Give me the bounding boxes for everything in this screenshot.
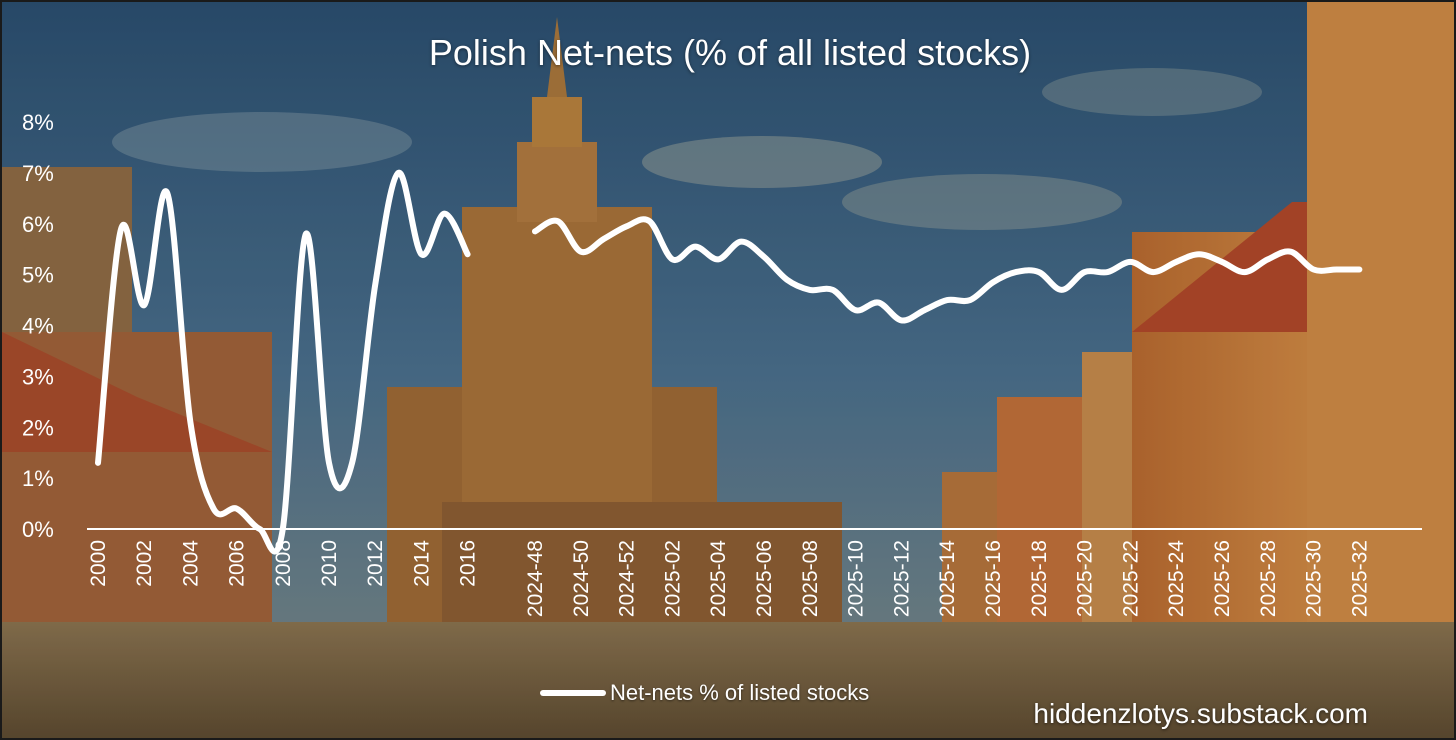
y-tick-label: 8% bbox=[22, 110, 54, 135]
x-tick-label: 2025-12 bbox=[890, 540, 913, 617]
x-tick-label: 2025-14 bbox=[936, 540, 959, 617]
series-line-weekly bbox=[532, 216, 1363, 324]
y-tick-label: 3% bbox=[22, 364, 54, 389]
x-tick-label: 2024-50 bbox=[570, 540, 593, 617]
x-tick-label: 2008 bbox=[272, 540, 295, 587]
x-tick-label: 2025-16 bbox=[982, 540, 1005, 617]
x-tick-label: 2025-18 bbox=[1028, 540, 1051, 617]
x-tick-label: 2024-52 bbox=[616, 540, 639, 617]
y-tick-label: 7% bbox=[22, 161, 54, 186]
chart-title: Polish Net-nets (% of all listed stocks) bbox=[428, 32, 1032, 73]
x-tick-label: 2002 bbox=[133, 540, 156, 587]
y-tick-label: 4% bbox=[22, 314, 54, 339]
x-tick-label: 2025-22 bbox=[1119, 540, 1142, 617]
x-tick-label: 2024-48 bbox=[524, 540, 547, 617]
x-tick-label: 2025-20 bbox=[1074, 540, 1097, 617]
y-tick-label: 1% bbox=[22, 466, 54, 491]
x-axis-ticks: 2000 2002 2004 2006 2008 2010 2012 2014 2016 2024… bbox=[87, 540, 1371, 617]
x-tick-label: 2025-04 bbox=[707, 540, 730, 617]
x-tick-label: 2025-06 bbox=[753, 540, 776, 617]
x-tick-label: 2006 bbox=[226, 540, 249, 587]
legend-label: Net-nets % of listed stocks bbox=[610, 680, 870, 705]
y-tick-label: 0% bbox=[22, 517, 54, 542]
x-tick-label: 2012 bbox=[364, 540, 387, 587]
x-tick-label: 2025-28 bbox=[1257, 540, 1280, 617]
y-tick-label: 2% bbox=[22, 415, 54, 440]
x-tick-label: 2016 bbox=[457, 540, 480, 587]
x-tick-label: 2004 bbox=[179, 540, 202, 587]
x-tick-label: 2010 bbox=[318, 540, 341, 587]
net-nets-series bbox=[95, 169, 1363, 555]
x-tick-label: 2025-30 bbox=[1303, 540, 1326, 617]
x-tick-label: 2025-24 bbox=[1165, 540, 1188, 617]
x-tick-label: 2025-26 bbox=[1211, 540, 1234, 617]
y-axis-ticks: 0% 1% 2% 3% 4% 5% 6% 7% 8% bbox=[22, 110, 54, 542]
y-tick-label: 6% bbox=[22, 212, 54, 237]
y-tick-label: 5% bbox=[22, 263, 54, 288]
x-tick-label: 2025-08 bbox=[799, 540, 822, 617]
series-line-annual bbox=[95, 169, 471, 555]
x-tick-label: 2025-10 bbox=[845, 540, 868, 617]
legend-line-swatch bbox=[540, 690, 606, 696]
legend: Net-nets % of listed stocks bbox=[540, 680, 869, 706]
x-tick-label: 2014 bbox=[410, 540, 433, 587]
x-tick-label: 2000 bbox=[87, 540, 110, 587]
x-tick-label: 2025-02 bbox=[661, 540, 684, 617]
x-tick-label: 2025-32 bbox=[1348, 540, 1371, 617]
watermark: hiddenzlotys.substack.com bbox=[1033, 698, 1368, 729]
